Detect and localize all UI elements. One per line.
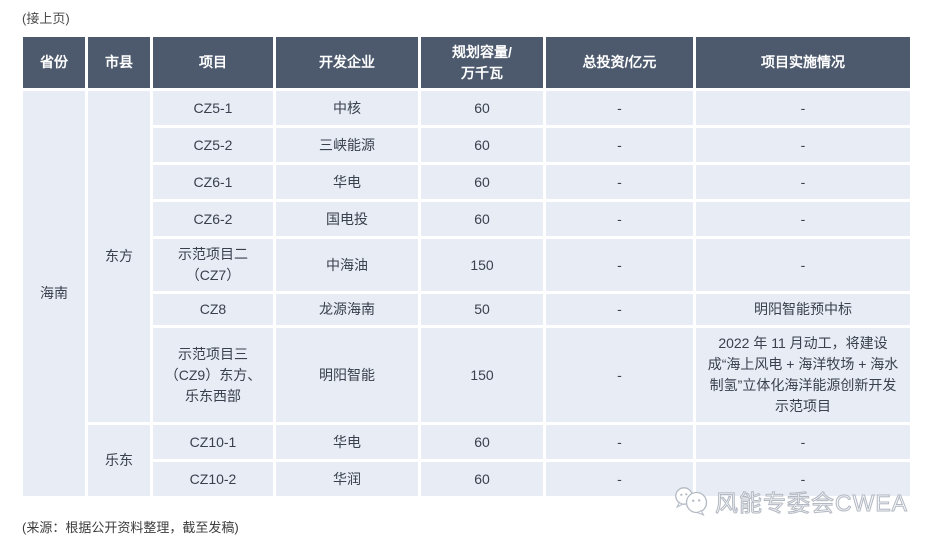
investment-cell: - [546, 239, 693, 291]
investment-cell: - [546, 128, 693, 162]
capacity-cell: 50 [421, 294, 543, 325]
table-row: CZ6-1 华电 60 - - [23, 165, 910, 199]
status-cell: - [696, 425, 910, 459]
table-row: CZ5-2 三峡能源 60 - - [23, 128, 910, 162]
table-row: CZ8 龙源海南 50 - 明阳智能预中标 [23, 294, 910, 325]
header-row: 省份 市县 项目 开发企业 规划容量/ 万千瓦 总投资/亿元 项目实施情况 [23, 37, 910, 88]
investment-cell: - [546, 202, 693, 236]
project-cell: CZ10-2 [153, 462, 273, 496]
province-cell: 海南 [23, 91, 85, 496]
table-row: 示范项目三 （CZ9）东方、 乐东西部 明阳智能 150 - 2022 年 11… [23, 328, 910, 422]
status-cell: 明阳智能预中标 [696, 294, 910, 325]
developer-cell: 国电投 [276, 202, 418, 236]
table-header: 省份 市县 项目 开发企业 规划容量/ 万千瓦 总投资/亿元 项目实施情况 [23, 37, 910, 88]
project-cell: CZ6-1 [153, 165, 273, 199]
investment-cell: - [546, 462, 693, 496]
capacity-cell: 60 [421, 425, 543, 459]
table-row: CZ6-2 国电投 60 - - [23, 202, 910, 236]
developer-cell: 中核 [276, 91, 418, 125]
capacity-cell: 60 [421, 165, 543, 199]
project-cell: CZ5-1 [153, 91, 273, 125]
investment-cell: - [546, 91, 693, 125]
developer-cell: 三峡能源 [276, 128, 418, 162]
col-header-status: 项目实施情况 [696, 37, 910, 88]
status-cell: - [696, 462, 910, 496]
capacity-cell: 60 [421, 91, 543, 125]
col-header-project: 项目 [153, 37, 273, 88]
col-header-province: 省份 [23, 37, 85, 88]
capacity-cell: 150 [421, 328, 543, 422]
investment-cell: - [546, 328, 693, 422]
capacity-cell: 60 [421, 128, 543, 162]
col-header-capacity: 规划容量/ 万千瓦 [421, 37, 543, 88]
status-cell: - [696, 202, 910, 236]
source-note: (来源：根据公开资料整理，截至发稿) [22, 520, 239, 535]
capacity-cell: 150 [421, 239, 543, 291]
developer-cell: 华电 [276, 425, 418, 459]
table-row: 示范项目二 （CZ7） 中海油 150 - - [23, 239, 910, 291]
status-cell: - [696, 128, 910, 162]
investment-cell: - [546, 294, 693, 325]
project-cell: CZ10-1 [153, 425, 273, 459]
table-row: CZ10-2 华润 60 - - [23, 462, 910, 496]
col-header-county: 市县 [88, 37, 150, 88]
investment-cell: - [546, 425, 693, 459]
capacity-cell: 60 [421, 202, 543, 236]
project-cell: 示范项目三 （CZ9）东方、 乐东西部 [153, 328, 273, 422]
project-cell: CZ8 [153, 294, 273, 325]
developer-cell: 华润 [276, 462, 418, 496]
status-cell: 2022 年 11 月动工，将建设成“海上风电 + 海洋牧场 + 海水制氢”立体… [696, 328, 910, 422]
developer-cell: 龙源海南 [276, 294, 418, 325]
status-cell: - [696, 165, 910, 199]
developer-cell: 中海油 [276, 239, 418, 291]
project-cell: CZ6-2 [153, 202, 273, 236]
project-cell: 示范项目二 （CZ7） [153, 239, 273, 291]
projects-table: 省份 市县 项目 开发企业 规划容量/ 万千瓦 总投资/亿元 项目实施情况 海南… [20, 34, 913, 499]
developer-cell: 华电 [276, 165, 418, 199]
county-cell-dongfang: 东方 [88, 91, 150, 422]
col-header-investment: 总投资/亿元 [546, 37, 693, 88]
continuation-note: (接上页) [22, 11, 70, 26]
investment-cell: - [546, 165, 693, 199]
project-cell: CZ5-2 [153, 128, 273, 162]
status-cell: - [696, 239, 910, 291]
capacity-cell: 60 [421, 462, 543, 496]
col-header-developer: 开发企业 [276, 37, 418, 88]
status-cell: - [696, 91, 910, 125]
table-row: 海南 东方 CZ5-1 中核 60 - - [23, 91, 910, 496]
county-cell-ledong: 乐东 [88, 425, 150, 496]
table-row: 乐东 CZ10-1 华电 60 - - [23, 425, 910, 496]
developer-cell: 明阳智能 [276, 328, 418, 422]
